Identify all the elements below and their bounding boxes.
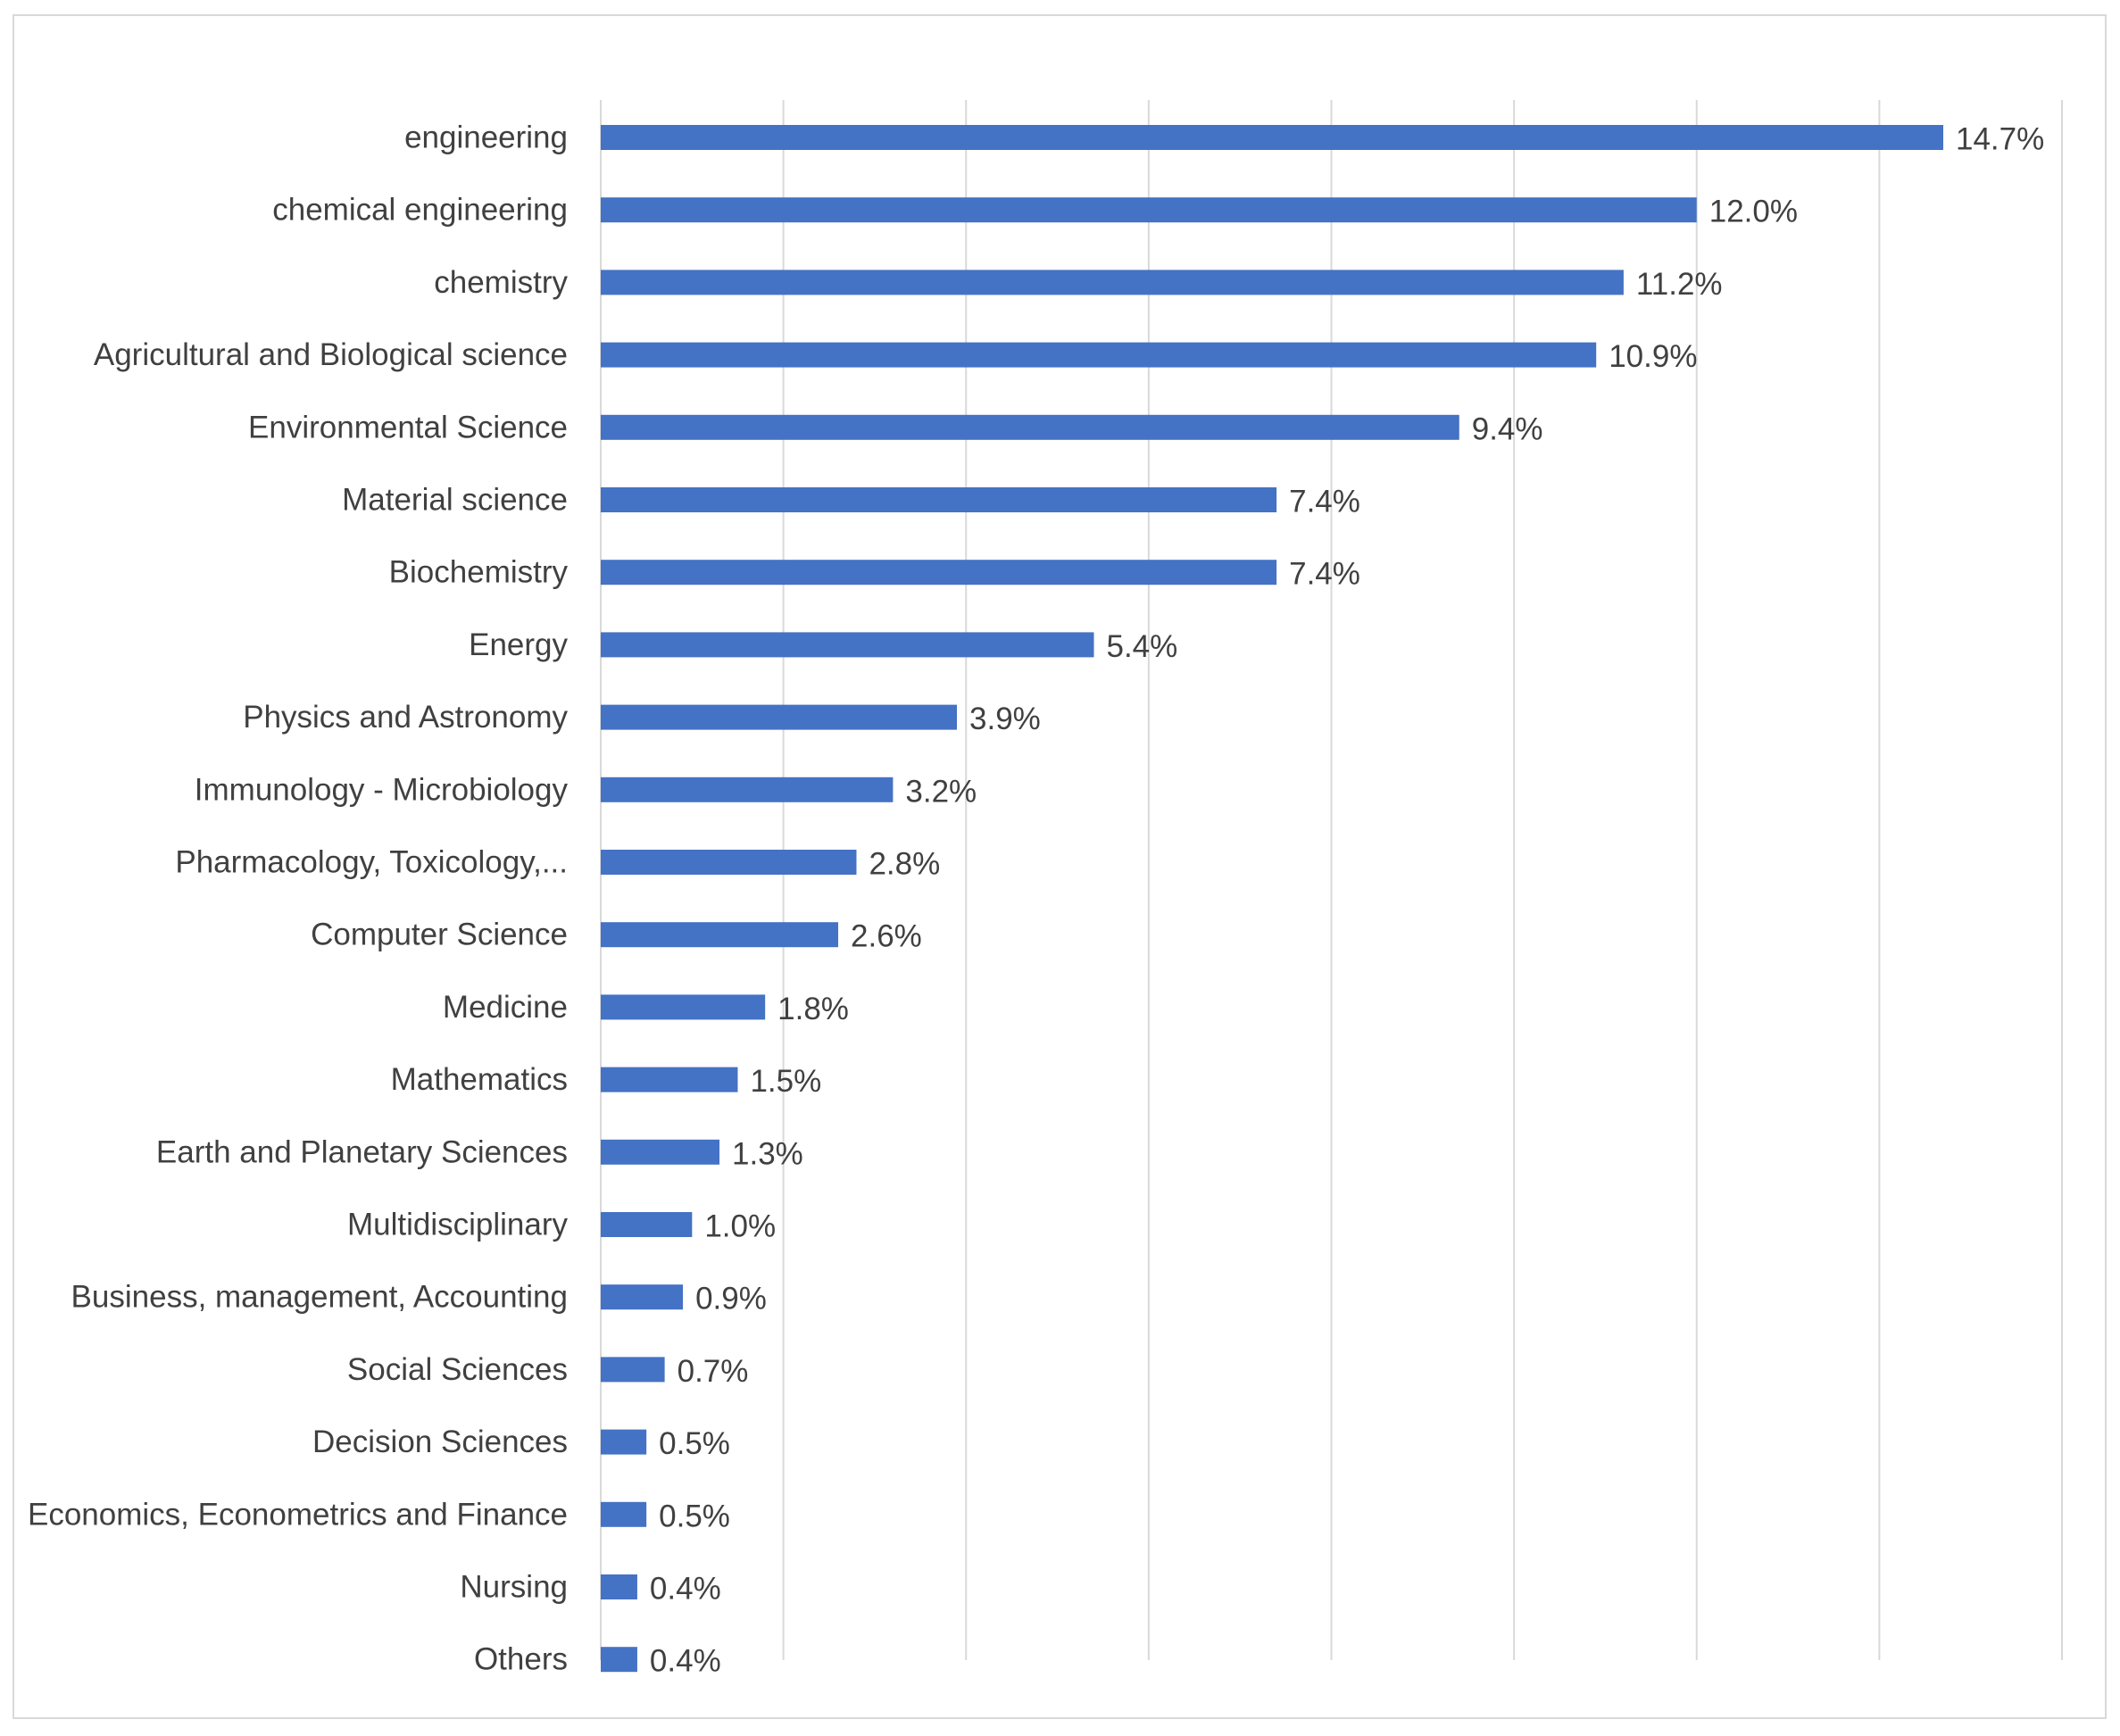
value-label-14: 1.3% <box>732 1136 803 1171</box>
value-label-12: 1.8% <box>777 992 849 1026</box>
bar-1 <box>601 197 1697 223</box>
bar-9 <box>601 777 894 802</box>
bar-5 <box>601 487 1277 512</box>
category-label-19: Economics, Econometrics and Finance <box>28 1497 568 1532</box>
category-label-6: Biochemistry <box>389 555 569 590</box>
category-label-14: Earth and Planetary Sciences <box>156 1134 568 1169</box>
bar-13 <box>601 1067 738 1092</box>
bar-12 <box>601 994 766 1020</box>
bar-3 <box>601 342 1597 368</box>
bar-10 <box>601 850 857 875</box>
category-label-4: Environmental Science <box>248 410 568 444</box>
value-label-3: 10.9% <box>1609 339 1697 374</box>
bar-6 <box>601 560 1277 586</box>
bar-20 <box>601 1574 637 1599</box>
bar-2 <box>601 270 1624 295</box>
category-label-11: Computer Science <box>311 918 568 952</box>
value-label-11: 2.6% <box>851 919 922 954</box>
category-label-3: Agricultural and Biological science <box>94 337 568 372</box>
category-label-10: Pharmacology, Toxicology,... <box>175 845 568 880</box>
value-label-7: 5.4% <box>1106 629 1177 664</box>
chart-frame <box>12 14 2107 1719</box>
bar-15 <box>601 1212 693 1237</box>
value-label-4: 9.4% <box>1472 411 1543 446</box>
bar-7 <box>601 632 1094 658</box>
value-label-1: 12.0% <box>1709 195 1798 229</box>
value-label-17: 0.7% <box>678 1354 749 1389</box>
value-label-18: 0.5% <box>659 1426 730 1461</box>
category-label-8: Physics and Astronomy <box>243 700 568 735</box>
category-label-0: engineering <box>404 120 568 155</box>
category-label-21: Others <box>474 1642 568 1677</box>
value-label-20: 0.4% <box>650 1572 721 1607</box>
category-label-18: Decision Sciences <box>312 1425 568 1459</box>
bar-16 <box>601 1284 684 1310</box>
category-label-12: Medicine <box>443 990 568 1025</box>
category-label-15: Multidisciplinary <box>347 1208 569 1242</box>
value-label-6: 7.4% <box>1289 557 1360 592</box>
value-label-13: 1.5% <box>750 1064 821 1099</box>
bar-11 <box>601 922 839 948</box>
category-label-5: Material science <box>342 483 568 518</box>
bar-8 <box>601 704 958 730</box>
category-label-7: Energy <box>469 627 568 662</box>
bar-4 <box>601 414 1459 440</box>
category-label-20: Nursing <box>460 1570 568 1605</box>
value-label-16: 0.9% <box>695 1282 767 1317</box>
category-label-17: Social Sciences <box>347 1352 568 1387</box>
bar-17 <box>601 1357 665 1383</box>
value-label-10: 2.8% <box>869 847 940 882</box>
value-label-21: 0.4% <box>650 1644 721 1679</box>
value-label-8: 3.9% <box>969 702 1041 736</box>
value-label-19: 0.5% <box>659 1499 730 1533</box>
value-label-15: 1.0% <box>704 1209 776 1244</box>
category-label-9: Immunology - Microbiology <box>195 772 569 807</box>
gridlines <box>600 100 2063 1660</box>
bar-19 <box>601 1501 647 1527</box>
category-label-1: chemical engineering <box>272 193 568 228</box>
category-label-16: Business, management, Accounting <box>71 1280 568 1315</box>
bar-14 <box>601 1139 720 1165</box>
bar-21 <box>601 1647 637 1673</box>
category-label-13: Mathematics <box>391 1062 568 1097</box>
value-label-5: 7.4% <box>1289 485 1360 519</box>
category-label-2: chemistry <box>434 265 568 300</box>
bar-18 <box>601 1429 647 1455</box>
value-labels: 14.7% 12.0% 11.2% 10.9% 9.4% 7.4% 7.4% 5.4% 3.9%… <box>650 122 2044 1679</box>
value-label-9: 3.2% <box>905 774 977 809</box>
bar-0 <box>601 125 1943 150</box>
value-label-2: 11.2% <box>1636 267 1723 302</box>
bars <box>601 125 1943 1673</box>
category-labels: engineering chemical engineering chemistry… <box>28 120 568 1677</box>
value-label-0: 14.7% <box>1956 122 2044 157</box>
